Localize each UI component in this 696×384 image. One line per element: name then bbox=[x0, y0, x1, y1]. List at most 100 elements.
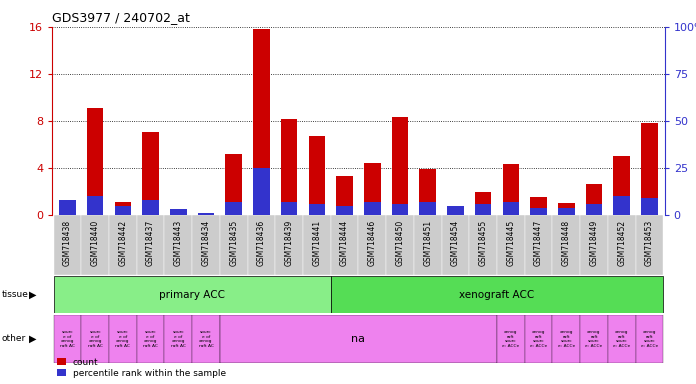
Text: xenog
raft
sourc
e: ACCe: xenog raft sourc e: ACCe bbox=[585, 330, 603, 348]
Bar bbox=[281, 202, 297, 215]
Text: tissue: tissue bbox=[1, 290, 29, 299]
Bar bbox=[142, 132, 159, 215]
Bar bbox=[192, 315, 220, 363]
Text: sourc
e of
xenog
raft AC: sourc e of xenog raft AC bbox=[171, 330, 186, 348]
Bar bbox=[198, 213, 214, 215]
Text: GSM718449: GSM718449 bbox=[590, 220, 599, 266]
Bar bbox=[608, 215, 635, 275]
Bar bbox=[54, 276, 331, 313]
Bar bbox=[226, 154, 242, 215]
Bar bbox=[331, 215, 358, 275]
Bar bbox=[198, 213, 214, 215]
Bar bbox=[525, 315, 553, 363]
Text: GSM718442: GSM718442 bbox=[118, 220, 127, 266]
Bar bbox=[364, 202, 381, 215]
Bar bbox=[115, 202, 131, 215]
Text: GSM718434: GSM718434 bbox=[202, 220, 210, 266]
Text: other: other bbox=[1, 334, 26, 343]
Bar bbox=[170, 214, 187, 215]
Text: sourc
e of
xenog
raft AC: sourc e of xenog raft AC bbox=[198, 330, 214, 348]
Text: sourc
e of
xenog
raft AC: sourc e of xenog raft AC bbox=[143, 330, 158, 348]
Bar bbox=[358, 215, 386, 275]
Bar bbox=[420, 169, 436, 215]
Text: GSM718451: GSM718451 bbox=[423, 220, 432, 266]
Bar bbox=[641, 123, 658, 215]
Bar bbox=[308, 136, 325, 215]
Text: primary ACC: primary ACC bbox=[159, 290, 225, 300]
Bar bbox=[164, 315, 192, 363]
Bar bbox=[303, 215, 331, 275]
Bar bbox=[336, 206, 353, 215]
Bar bbox=[586, 204, 602, 215]
Text: GSM718435: GSM718435 bbox=[229, 220, 238, 266]
Bar bbox=[54, 215, 81, 275]
Bar bbox=[558, 207, 575, 215]
Text: xenog
raft
sourc
e: ACCe: xenog raft sourc e: ACCe bbox=[641, 330, 658, 348]
Bar bbox=[364, 163, 381, 215]
Text: GSM718450: GSM718450 bbox=[395, 220, 404, 266]
Text: GDS3977 / 240702_at: GDS3977 / 240702_at bbox=[52, 12, 190, 25]
Text: na: na bbox=[351, 334, 365, 344]
Bar bbox=[164, 215, 192, 275]
Text: xenograft ACC: xenograft ACC bbox=[459, 290, 535, 300]
Bar bbox=[414, 215, 441, 275]
Bar bbox=[170, 209, 187, 215]
Bar bbox=[308, 204, 325, 215]
Text: ▶: ▶ bbox=[29, 334, 37, 344]
Text: ▶: ▶ bbox=[29, 290, 37, 300]
Bar bbox=[142, 200, 159, 215]
Bar bbox=[136, 315, 164, 363]
Bar bbox=[59, 200, 76, 215]
Bar bbox=[497, 315, 525, 363]
Bar bbox=[386, 215, 414, 275]
Text: xenog
raft
sourc
e: ACCe: xenog raft sourc e: ACCe bbox=[557, 330, 575, 348]
Text: GSM718440: GSM718440 bbox=[90, 220, 100, 266]
Bar bbox=[87, 196, 104, 215]
Text: GSM718439: GSM718439 bbox=[285, 220, 294, 266]
Legend: count, percentile rank within the sample: count, percentile rank within the sample bbox=[56, 358, 226, 377]
Bar bbox=[109, 315, 136, 363]
Bar bbox=[635, 215, 663, 275]
Bar bbox=[525, 215, 553, 275]
Bar bbox=[392, 204, 409, 215]
Text: GSM718453: GSM718453 bbox=[645, 220, 654, 266]
Bar bbox=[253, 168, 270, 215]
Text: GSM718448: GSM718448 bbox=[562, 220, 571, 266]
Bar bbox=[226, 202, 242, 215]
Bar bbox=[530, 207, 547, 215]
Bar bbox=[136, 215, 164, 275]
Text: GSM718443: GSM718443 bbox=[174, 220, 183, 266]
Bar bbox=[553, 215, 580, 275]
Bar bbox=[635, 315, 663, 363]
Bar bbox=[613, 196, 630, 215]
Bar bbox=[558, 203, 575, 215]
Bar bbox=[641, 198, 658, 215]
Bar bbox=[87, 108, 104, 215]
Bar bbox=[276, 215, 303, 275]
Bar bbox=[447, 207, 464, 215]
Bar bbox=[608, 315, 635, 363]
Bar bbox=[447, 206, 464, 215]
Bar bbox=[530, 197, 547, 215]
Bar bbox=[81, 215, 109, 275]
Text: sourc
e of
xenog
raft AC: sourc e of xenog raft AC bbox=[116, 330, 130, 348]
Text: GSM718452: GSM718452 bbox=[617, 220, 626, 266]
Bar bbox=[115, 206, 131, 215]
Bar bbox=[331, 276, 663, 313]
Bar bbox=[109, 215, 136, 275]
Bar bbox=[441, 215, 469, 275]
Bar bbox=[503, 202, 519, 215]
Bar bbox=[81, 315, 109, 363]
Bar bbox=[613, 156, 630, 215]
Text: GSM718454: GSM718454 bbox=[451, 220, 460, 266]
Bar bbox=[420, 202, 436, 215]
Text: GSM718441: GSM718441 bbox=[313, 220, 322, 266]
Bar bbox=[220, 315, 497, 363]
Text: GSM718437: GSM718437 bbox=[146, 220, 155, 266]
Bar bbox=[503, 164, 519, 215]
Text: GSM718444: GSM718444 bbox=[340, 220, 349, 266]
Text: xenog
raft
sourc
e: ACCe: xenog raft sourc e: ACCe bbox=[530, 330, 547, 348]
Bar bbox=[553, 315, 580, 363]
Text: GSM718445: GSM718445 bbox=[507, 220, 515, 266]
Bar bbox=[59, 213, 76, 215]
